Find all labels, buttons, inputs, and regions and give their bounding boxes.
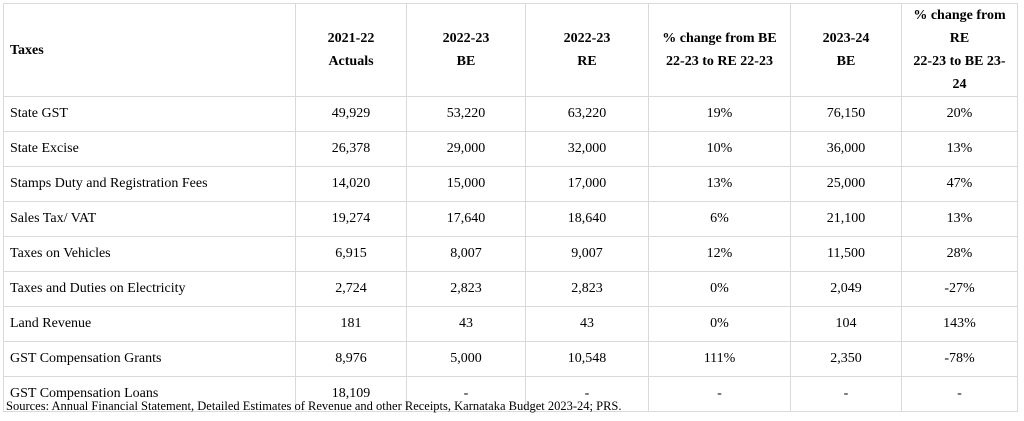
table-cell: 43: [406, 306, 526, 342]
table-row: State Excise 26,378 29,000 32,000 10% 36,000 1…: [3, 131, 1018, 167]
table-cell: 17,640: [406, 201, 526, 237]
table-cell: 43: [525, 306, 649, 342]
column-header: % change from BE 22-23 to RE 22-23: [648, 3, 791, 97]
table-cell: 11,500: [790, 236, 902, 272]
table-cell: 32,000: [525, 131, 649, 167]
column-header-taxes: Taxes: [3, 3, 296, 97]
table-cell: 143%: [901, 306, 1018, 342]
table-cell: -27%: [901, 271, 1018, 307]
tax-table: Taxes 2021-22 Actuals 2022-23 BE 2022-23 RE% c…: [3, 3, 1018, 412]
table-cell: 0%: [648, 271, 791, 307]
table-cell: -: [648, 376, 791, 412]
table-cell: 2,049: [790, 271, 902, 307]
row-label: Land Revenue: [3, 306, 296, 342]
table-cell: 13%: [648, 166, 791, 202]
table-row: GST Compensation Loans 18,109- - - - -: [3, 376, 1018, 412]
table-cell: 0%: [648, 306, 791, 342]
table-cell: 13%: [901, 131, 1018, 167]
table-cell: 18,109: [295, 376, 407, 412]
table-row: Taxes and Duties on Electricity 2,724 2,82…: [3, 271, 1018, 307]
table-cell: 181: [295, 306, 407, 342]
table-cell: 36,000: [790, 131, 902, 167]
table-cell: 53,220: [406, 96, 526, 132]
table-cell: 8,976: [295, 341, 407, 377]
source-note: Sources: Annual Financial Statement, Det…: [6, 399, 622, 413]
table-cell: 20%: [901, 96, 1018, 132]
row-label: Sales Tax/ VAT: [3, 201, 296, 237]
table-body: State GST 49,929 53,220 63,220 19% 76,150 20% S…: [3, 96, 1018, 412]
table-cell: 5,000: [406, 341, 526, 377]
row-label: GST Compensation Loans: [3, 376, 296, 412]
table-cell: 49,929: [295, 96, 407, 132]
table-cell: 104: [790, 306, 902, 342]
table-cell: 15,000: [406, 166, 526, 202]
table-cell: 2,823: [406, 271, 526, 307]
table-cell: 2,724: [295, 271, 407, 307]
table-header: Taxes 2021-22 Actuals 2022-23 BE 2022-23 RE% c…: [3, 3, 1018, 97]
table-row: Land Revenue 181 43 43 0% 104 143%: [3, 306, 1018, 342]
table-row: State GST 49,929 53,220 63,220 19% 76,150 20%: [3, 96, 1018, 132]
row-label: GST Compensation Grants: [3, 341, 296, 377]
column-header: 2022-23 BE: [406, 3, 526, 97]
table-cell: -78%: [901, 341, 1018, 377]
table-cell: 26,378: [295, 131, 407, 167]
table-cell: 29,000: [406, 131, 526, 167]
table-row: Sales Tax/ VAT 19,274 17,640 18,640 6% 21,100…: [3, 201, 1018, 237]
header-row: Taxes 2021-22 Actuals 2022-23 BE 2022-23 RE% c…: [3, 3, 1018, 97]
table-cell: 2,823: [525, 271, 649, 307]
row-label: State Excise: [3, 131, 296, 167]
table-row: Taxes on Vehicles 6,915 8,007 9,007 12% 11,50…: [3, 236, 1018, 272]
table-cell: 25,000: [790, 166, 902, 202]
column-header: 2023-24 BE: [790, 3, 902, 97]
table-cell: 21,100: [790, 201, 902, 237]
table-cell: -: [901, 376, 1018, 412]
table-cell: 18,640: [525, 201, 649, 237]
table-cell: 63,220: [525, 96, 649, 132]
table-cell: 14,020: [295, 166, 407, 202]
table-cell: 9,007: [525, 236, 649, 272]
table-cell: 10%: [648, 131, 791, 167]
column-header: 2021-22 Actuals: [295, 3, 407, 97]
table-cell: 19%: [648, 96, 791, 132]
row-label: Taxes on Vehicles: [3, 236, 296, 272]
column-header: 2022-23 RE: [525, 3, 649, 97]
table-cell: 47%: [901, 166, 1018, 202]
table-cell: 17,000: [525, 166, 649, 202]
table-cell: 28%: [901, 236, 1018, 272]
table-cell: -: [790, 376, 902, 412]
table-cell: 13%: [901, 201, 1018, 237]
table-cell: 19,274: [295, 201, 407, 237]
table-row: Stamps Duty and Registration Fees 14,020 1…: [3, 166, 1018, 202]
table-cell: 12%: [648, 236, 791, 272]
table-cell: 2,350: [790, 341, 902, 377]
table-row: GST Compensation Grants 8,976 5,000 10,548 1…: [3, 341, 1018, 377]
table-cell: 6%: [648, 201, 791, 237]
table-cell: -: [525, 376, 649, 412]
table-cell: 111%: [648, 341, 791, 377]
row-label: State GST: [3, 96, 296, 132]
table-cell: 10,548: [525, 341, 649, 377]
table-cell: 6,915: [295, 236, 407, 272]
row-label: Stamps Duty and Registration Fees: [3, 166, 296, 202]
row-label: Taxes and Duties on Electricity: [3, 271, 296, 307]
column-header: % change from RE 22-23 to BE 23-24: [901, 3, 1018, 97]
table-cell: 8,007: [406, 236, 526, 272]
table-cell: 76,150: [790, 96, 902, 132]
